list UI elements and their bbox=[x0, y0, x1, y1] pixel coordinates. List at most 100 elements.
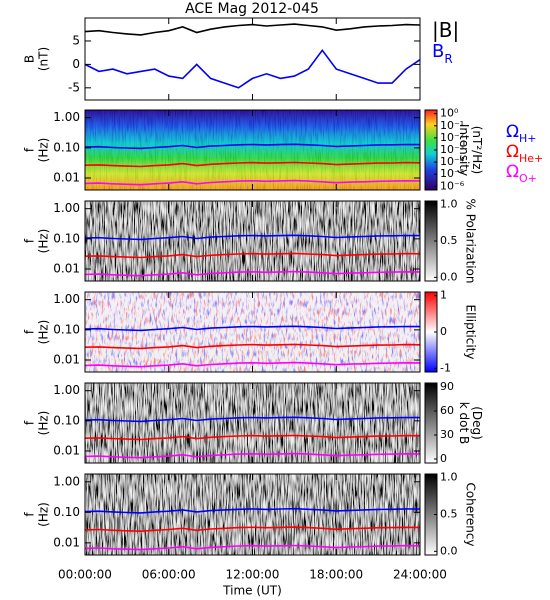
data-line bbox=[84, 343, 421, 350]
data-line bbox=[84, 234, 421, 241]
colorbar-tick-label: 1.0 bbox=[440, 471, 458, 484]
colorbar-tick-label: 1 bbox=[440, 289, 447, 302]
colorbar-tick-label: 1.0 bbox=[440, 198, 458, 211]
colorbar-label: % Polarization bbox=[464, 199, 478, 284]
y-tick-label: 0 bbox=[72, 57, 80, 71]
colorbar-tick-label: 10⁻² bbox=[440, 131, 464, 144]
y-tick-label: 0.10 bbox=[53, 231, 80, 245]
y-tick-label: 1.00 bbox=[53, 201, 80, 215]
y-tick-label: 1.00 bbox=[53, 110, 80, 124]
legend-entry-symbol: Ω bbox=[506, 142, 519, 162]
x-tick-label: 24:00:00 bbox=[393, 568, 447, 582]
data-line bbox=[84, 452, 421, 459]
y-tick-label: 0.10 bbox=[53, 322, 80, 336]
colorbar-label: Ellipticity bbox=[464, 305, 478, 360]
x-tick-label: 00:00:00 bbox=[58, 568, 112, 582]
legend-entry: ΩH+ bbox=[506, 122, 537, 145]
legend-entry-subscript: H+ bbox=[519, 132, 537, 145]
data-line bbox=[84, 434, 421, 441]
data-line bbox=[84, 161, 421, 168]
colorbar-tick-label: 0.5 bbox=[440, 234, 458, 247]
colorbar-tick-label: 0.0 bbox=[440, 270, 458, 283]
y-axis-label: (Hz) bbox=[37, 320, 51, 345]
legend-entry: ΩO+ bbox=[506, 162, 537, 185]
data-line bbox=[84, 48, 421, 89]
data-line bbox=[84, 325, 421, 332]
data-line bbox=[84, 416, 421, 423]
legend-entry: ΩHe+ bbox=[506, 142, 543, 165]
colorbar-label: k dot B bbox=[457, 402, 471, 444]
colorbar-tick-label: 90 bbox=[440, 380, 454, 393]
y-tick-label: 0.01 bbox=[53, 262, 80, 276]
y-axis-label: (Hz) bbox=[37, 502, 51, 527]
y-axis-label: f bbox=[23, 420, 37, 425]
legend-entry-symbol: B bbox=[432, 41, 444, 62]
colorbar bbox=[424, 382, 438, 464]
spectrogram-texture bbox=[85, 292, 420, 372]
colorbar-tick-label: 60 bbox=[440, 404, 454, 417]
y-axis-label: f bbox=[23, 329, 37, 334]
spectrogram-texture bbox=[85, 110, 420, 190]
data-line bbox=[84, 23, 421, 36]
spectrogram-texture bbox=[85, 383, 420, 463]
y-axis-label: (Hz) bbox=[37, 138, 51, 163]
colorbar-tick-label: 0.0 bbox=[440, 544, 458, 557]
legend-entry-subscript: He+ bbox=[519, 152, 543, 165]
colorbar-label: Coherency bbox=[464, 482, 478, 546]
y-axis-label: (Hz) bbox=[37, 229, 51, 254]
colorbar-tick-label: 30 bbox=[440, 428, 454, 441]
legend-entry: BR bbox=[432, 41, 453, 66]
data-line bbox=[84, 270, 421, 277]
spectrogram-texture bbox=[85, 201, 420, 281]
legend-entry-symbol: Ω bbox=[506, 122, 519, 142]
x-tick-label: 12:00:00 bbox=[226, 568, 280, 582]
colorbar-tick-label: 10⁻⁵ bbox=[440, 167, 464, 180]
data-line bbox=[84, 507, 421, 514]
colorbar-label: (nT²/Hz) bbox=[470, 126, 484, 174]
colorbar-tick-label: 10⁰ bbox=[440, 107, 459, 120]
y-axis-label: f bbox=[23, 238, 37, 243]
colorbar-tick-label: 10⁻⁶ bbox=[440, 179, 465, 192]
chart-title: ACE Mag 2012-045 bbox=[185, 1, 319, 17]
x-tick-label: 18:00:00 bbox=[309, 568, 363, 582]
data-line bbox=[84, 544, 421, 551]
legend-entry-symbol: |B| bbox=[432, 18, 459, 42]
y-tick-label: 0.10 bbox=[53, 505, 80, 519]
x-axis-label: Time (UT) bbox=[222, 584, 282, 598]
y-tick-label: 0.10 bbox=[53, 140, 80, 154]
y-tick-label: 1.00 bbox=[53, 292, 80, 306]
y-tick-label: 5 bbox=[72, 33, 80, 47]
colorbar-label: (Deg) bbox=[470, 406, 484, 440]
colorbar-tick-label: 0 bbox=[440, 452, 447, 465]
legend-entry-subscript: R bbox=[444, 52, 452, 66]
y-tick-label: 0.10 bbox=[53, 413, 80, 427]
y-axis-label: (Hz) bbox=[37, 411, 51, 436]
colorbar-tick-label: -1 bbox=[440, 361, 451, 374]
colorbar-label: Intensity bbox=[457, 124, 471, 176]
data-line bbox=[84, 143, 421, 150]
y-tick-label: 0.01 bbox=[53, 444, 80, 458]
y-tick-label: -5 bbox=[68, 80, 80, 94]
data-line bbox=[84, 526, 421, 533]
y-axis-label: f bbox=[23, 147, 37, 152]
data-line bbox=[84, 179, 421, 186]
y-axis-label: f bbox=[23, 512, 37, 517]
legend-entry-subscript: O+ bbox=[519, 172, 537, 185]
colorbar-tick-label: 0.5 bbox=[440, 508, 458, 521]
data-line bbox=[84, 361, 421, 368]
x-tick-label: 06:00:00 bbox=[142, 568, 196, 582]
y-tick-label: 0.01 bbox=[53, 535, 80, 549]
plot-frame bbox=[84, 17, 421, 101]
y-tick-label: 1.00 bbox=[53, 383, 80, 397]
colorbar-tick-label: 10⁻¹ bbox=[440, 119, 464, 132]
spectrogram-texture bbox=[85, 474, 420, 555]
legend-entry-symbol: Ω bbox=[506, 162, 519, 182]
y-tick-label: 0.01 bbox=[53, 353, 80, 367]
y-tick-label: 1.00 bbox=[53, 474, 80, 488]
y-axis-label: B bbox=[23, 55, 37, 63]
legend-entry: |B| bbox=[432, 18, 459, 42]
y-axis-label: (nT) bbox=[37, 47, 51, 71]
colorbar-tick-label: 10⁻³ bbox=[440, 143, 464, 156]
